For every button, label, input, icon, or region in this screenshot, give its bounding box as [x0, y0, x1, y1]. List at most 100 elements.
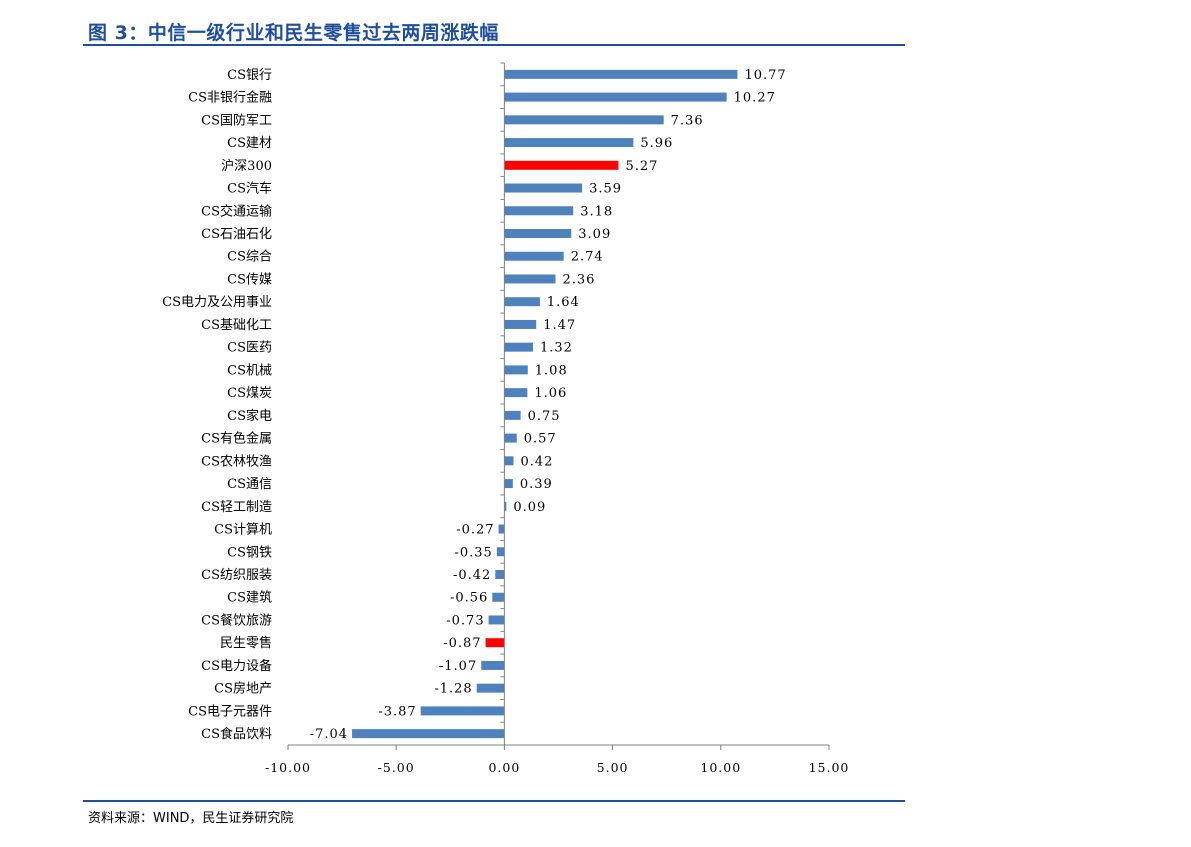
category-label: CS非银行金融: [188, 90, 272, 106]
bar-value-label: -0.27: [456, 523, 494, 538]
title-rule: [83, 44, 905, 46]
category-label: CS基础化工: [201, 318, 272, 333]
footer-rule: [83, 800, 905, 802]
bar-value-label: 1.08: [535, 363, 568, 378]
bar: [504, 342, 533, 352]
bar-value-label: 7.36: [671, 113, 704, 128]
bar: [352, 729, 505, 739]
category-label: CS有色金属: [201, 431, 272, 447]
bar: [485, 638, 505, 648]
category-label: CS国防军工: [201, 112, 272, 128]
bar-value-label: 3.18: [580, 204, 613, 219]
category-label: CS轻工制造: [201, 500, 272, 515]
category-label: CS餐饮旅游: [201, 612, 272, 628]
category-label: CS家电: [227, 408, 272, 424]
category-label: CS汽车: [227, 181, 272, 197]
category-label: CS交通运输: [201, 203, 272, 219]
bar: [504, 365, 528, 375]
category-label: 沪深300: [221, 158, 272, 174]
bar: [504, 433, 517, 443]
bar-value-label: 10.77: [744, 68, 786, 83]
bar-value-label: 0.09: [513, 500, 546, 515]
bar: [504, 251, 564, 261]
bar: [504, 456, 514, 466]
category-label: CS电力设备: [201, 658, 272, 674]
category-label: 民生零售: [220, 635, 272, 651]
bar-value-label: -7.04: [310, 727, 348, 742]
bar: [498, 524, 505, 534]
bar-value-label: -0.87: [443, 636, 481, 651]
x-tick-label: 5.00: [597, 760, 629, 775]
category-label: CS钢铁: [227, 545, 272, 560]
category-label: CS电子元器件: [188, 704, 272, 719]
bar: [504, 501, 507, 511]
bar-value-label: 1.32: [540, 341, 573, 356]
category-label: CS通信: [227, 477, 272, 492]
figure-title: 图 3：中信一级行业和民生零售过去两周涨跌幅: [88, 22, 499, 44]
bar-value-label: 1.47: [543, 318, 576, 333]
bar-value-label: 10.27: [734, 91, 776, 106]
category-label: CS医药: [227, 341, 272, 356]
bar: [504, 206, 574, 216]
bar-value-label: 5.96: [640, 136, 673, 151]
bar-value-label: 1.06: [534, 386, 567, 401]
category-label: CS房地产: [214, 681, 272, 697]
category-label: CS银行: [227, 68, 272, 83]
x-tick-label: 15.00: [809, 760, 850, 775]
category-label: CS纺织服装: [201, 568, 272, 583]
bar: [504, 410, 521, 420]
bar: [495, 570, 505, 579]
bar: [504, 274, 556, 284]
bar: [496, 547, 505, 557]
x-tick-label: -10.00: [265, 760, 311, 775]
bar-value-label: 3.59: [589, 182, 622, 197]
bar-value-label: 0.39: [520, 477, 553, 492]
source-note: 资料来源：WIND，民生证券研究院: [88, 811, 294, 826]
bar-value-label: 0.57: [524, 432, 557, 447]
bar-value-label: 2.36: [562, 272, 595, 287]
x-tick-label: 0.00: [488, 760, 520, 775]
bar: [504, 297, 540, 307]
bar: [488, 615, 505, 625]
category-label: CS食品饮料: [201, 726, 272, 742]
bar: [504, 69, 738, 79]
bar-value-label: 2.74: [571, 250, 604, 265]
category-label: CS石油石化: [201, 227, 272, 242]
bar-value-label: 0.75: [528, 409, 561, 424]
category-label: CS建材: [227, 136, 272, 151]
category-label: CS农林牧渔: [201, 454, 272, 469]
bar: [504, 160, 619, 170]
bar-value-label: -0.42: [453, 568, 491, 583]
bar-value-label: -0.73: [446, 613, 484, 628]
bar-value-label: -1.28: [434, 682, 472, 697]
bar-value-label: 5.27: [625, 159, 658, 174]
bar-value-label: 3.09: [578, 227, 611, 242]
bar-value-label: -3.87: [378, 704, 416, 719]
bar-value-label: 0.42: [520, 454, 553, 469]
bar: [504, 479, 513, 489]
category-label: CS计算机: [214, 523, 272, 538]
bar-value-label: -0.56: [450, 591, 488, 606]
category-label: CS建筑: [227, 590, 272, 606]
bar-value-label: -0.35: [454, 545, 492, 560]
bar: [481, 660, 505, 670]
category-label: CS电力及公用事业: [162, 295, 272, 310]
bar: [504, 319, 537, 329]
bar: [504, 388, 528, 398]
bar: [420, 706, 505, 716]
bar: [492, 592, 505, 602]
bar: [504, 229, 572, 238]
category-label: CS煤炭: [227, 386, 272, 401]
x-tick-label: 10.00: [700, 760, 741, 775]
category-label: CS机械: [227, 363, 272, 378]
bar: [504, 115, 664, 125]
category-label: CS传媒: [227, 272, 272, 287]
bar: [504, 92, 727, 102]
bar: [504, 183, 583, 193]
x-tick-label: -5.00: [378, 760, 415, 775]
bar: [476, 683, 505, 693]
bar: [504, 138, 634, 148]
bar-value-label: -1.07: [439, 659, 477, 674]
bar-value-label: 1.64: [547, 295, 580, 310]
